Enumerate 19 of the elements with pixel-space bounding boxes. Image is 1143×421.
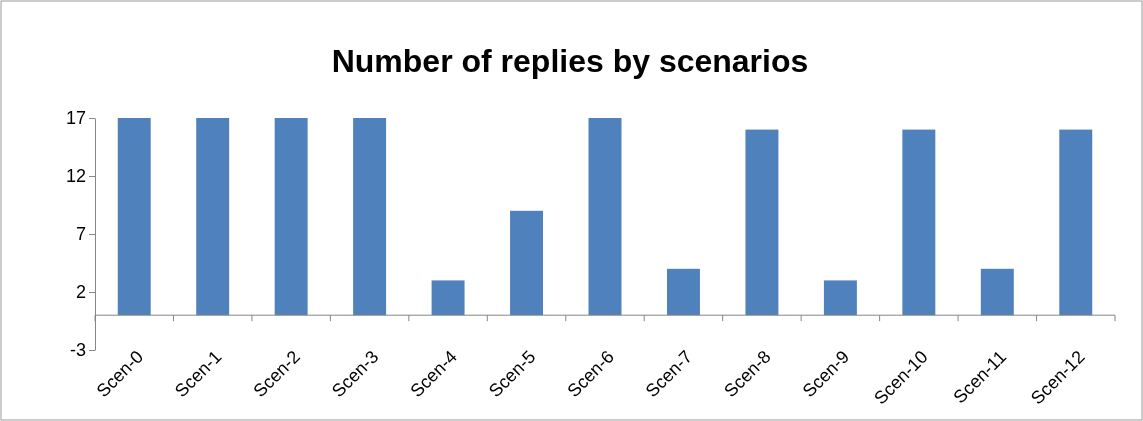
y-tick-label: 2 [75,282,86,303]
bar [666,268,700,316]
chart-title: Number of replies by scenarios [331,43,809,79]
bar [980,268,1014,316]
y-tick-label: 17 [65,108,86,129]
bar [588,118,622,316]
bar [117,118,151,316]
bar [196,118,230,316]
bar [745,129,779,316]
bar [274,118,308,316]
bar [510,210,544,316]
y-tick-label: -3 [69,340,86,361]
bar [431,280,465,316]
bar [353,118,387,316]
y-tick-label: 7 [75,224,86,245]
bar [823,280,857,316]
y-tick-label: 12 [65,166,86,187]
bar [902,129,936,316]
bar [1059,129,1093,316]
